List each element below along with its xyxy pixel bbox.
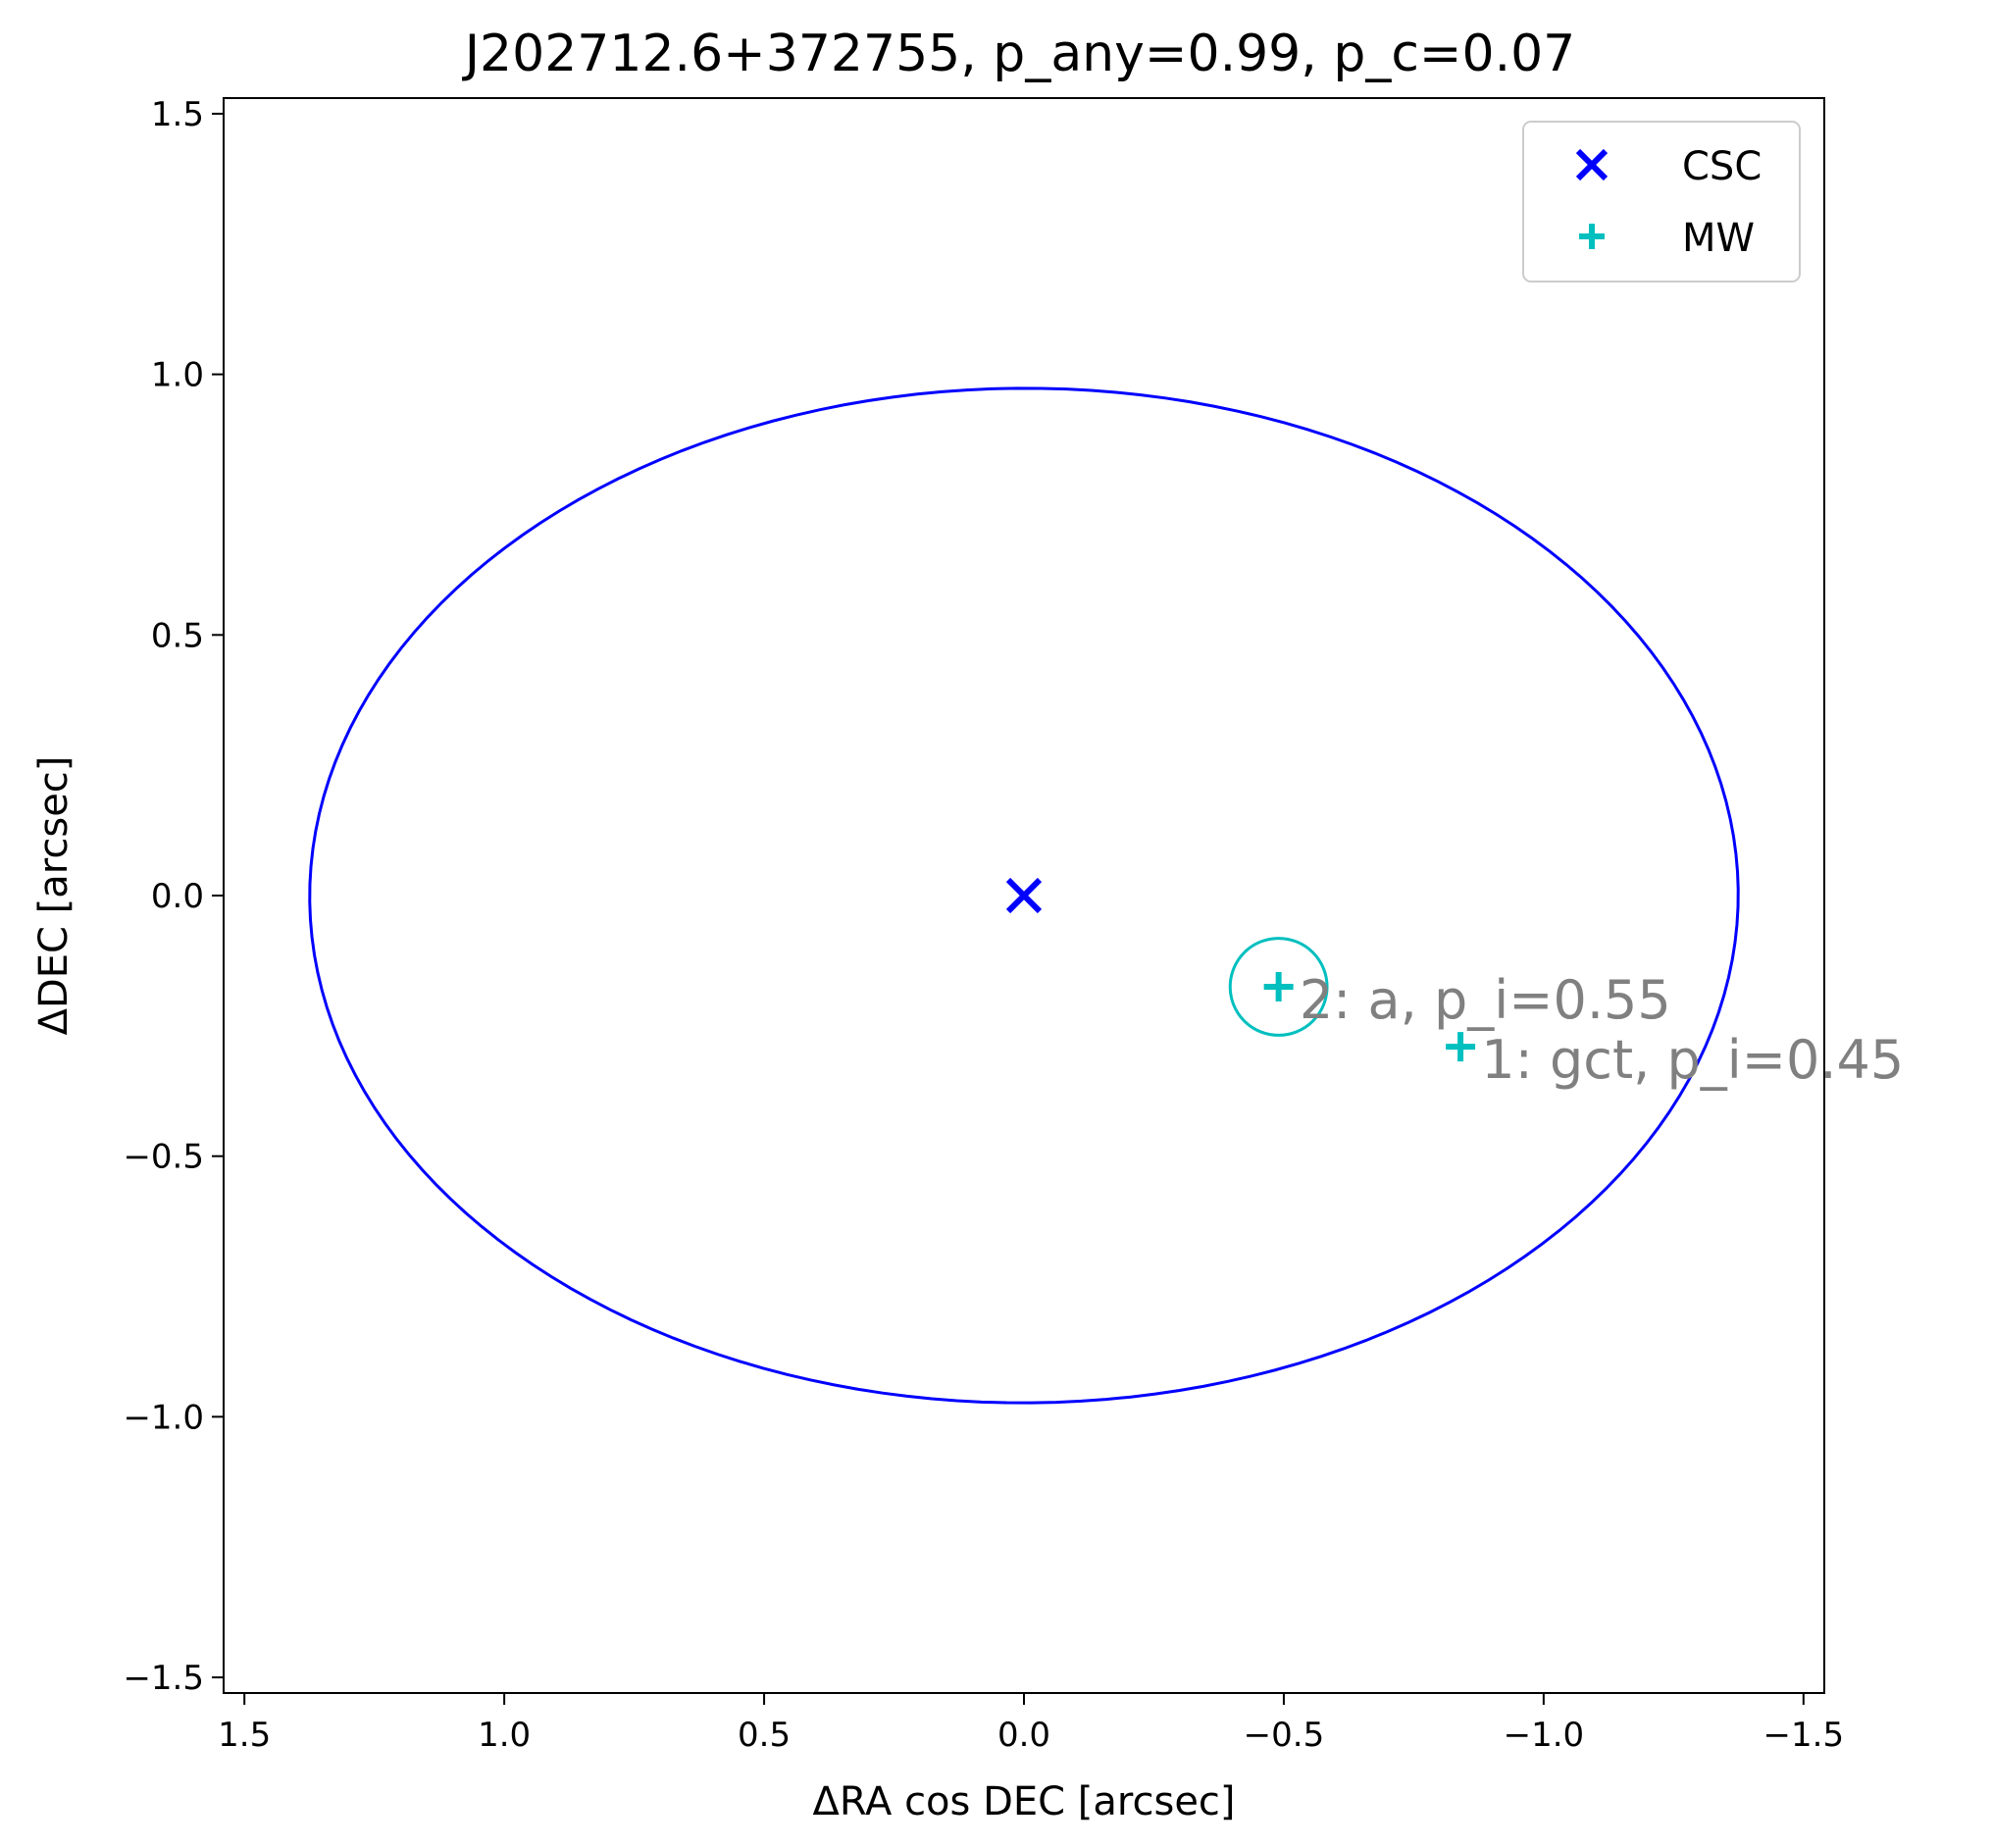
csc-point	[1005, 877, 1043, 914]
legend-csc-marker	[1575, 148, 1609, 181]
legend-mw-label: MW	[1682, 216, 1755, 261]
y-axis-label: ΔDEC [arcsec]	[31, 756, 77, 1036]
data-marks	[1005, 877, 1476, 1062]
chart-title: J202712.6+372755, p_any=0.99, p_c=0.07	[462, 25, 1576, 83]
y-tick-label: 1.0	[151, 356, 204, 395]
match-circle	[1228, 937, 1329, 1037]
mw-point	[1446, 1032, 1476, 1062]
x-tick-label: −1.5	[1763, 1716, 1845, 1755]
mw-point	[1263, 971, 1294, 1001]
y-tick-label: 0.0	[151, 877, 204, 916]
y-tick-label: 1.5	[151, 95, 204, 134]
y-axis: 1.5 1.0 0.5 0.0 −0.5 −1.0 −1.5	[123, 95, 224, 1698]
y-tick-label: −1.0	[123, 1398, 204, 1437]
x-tick-label: 1.5	[218, 1716, 271, 1755]
y-tick-label: −1.5	[123, 1659, 204, 1698]
point-annotation: 2: a, p_i=0.55	[1300, 969, 1671, 1031]
x-tick-label: 0.5	[738, 1716, 791, 1755]
legend-csc-label: CSC	[1682, 144, 1762, 189]
x-tick-label: 1.0	[478, 1716, 531, 1755]
x-axis: 1.5 1.0 0.5 0.0 −0.5 −1.0 −1.5	[218, 1693, 1844, 1755]
x-tick-label: −1.0	[1504, 1716, 1585, 1755]
plot-area: 1.5 1.0 0.5 0.0 −0.5 −1.0 −1.5 1.5 1.0 0.5 0.0 −0.…	[123, 95, 1904, 1755]
y-tick-label: 0.5	[151, 616, 204, 655]
y-tick-label: −0.5	[123, 1138, 204, 1177]
x-tick-label: −0.5	[1244, 1716, 1325, 1755]
error-ellipse-layer	[308, 386, 1740, 1405]
annotations: 2: a, p_i=0.551: gct, p_i=0.45	[1300, 969, 1904, 1091]
error-ellipse	[308, 386, 1740, 1405]
point-annotation: 1: gct, p_i=0.45	[1481, 1029, 1904, 1091]
legend: CSC MW	[1522, 121, 1801, 282]
legend-mw-marker	[1579, 224, 1605, 249]
x-tick-label: 0.0	[997, 1716, 1050, 1755]
x-axis-label: ΔRA cos DEC [arcsec]	[812, 1779, 1235, 1824]
